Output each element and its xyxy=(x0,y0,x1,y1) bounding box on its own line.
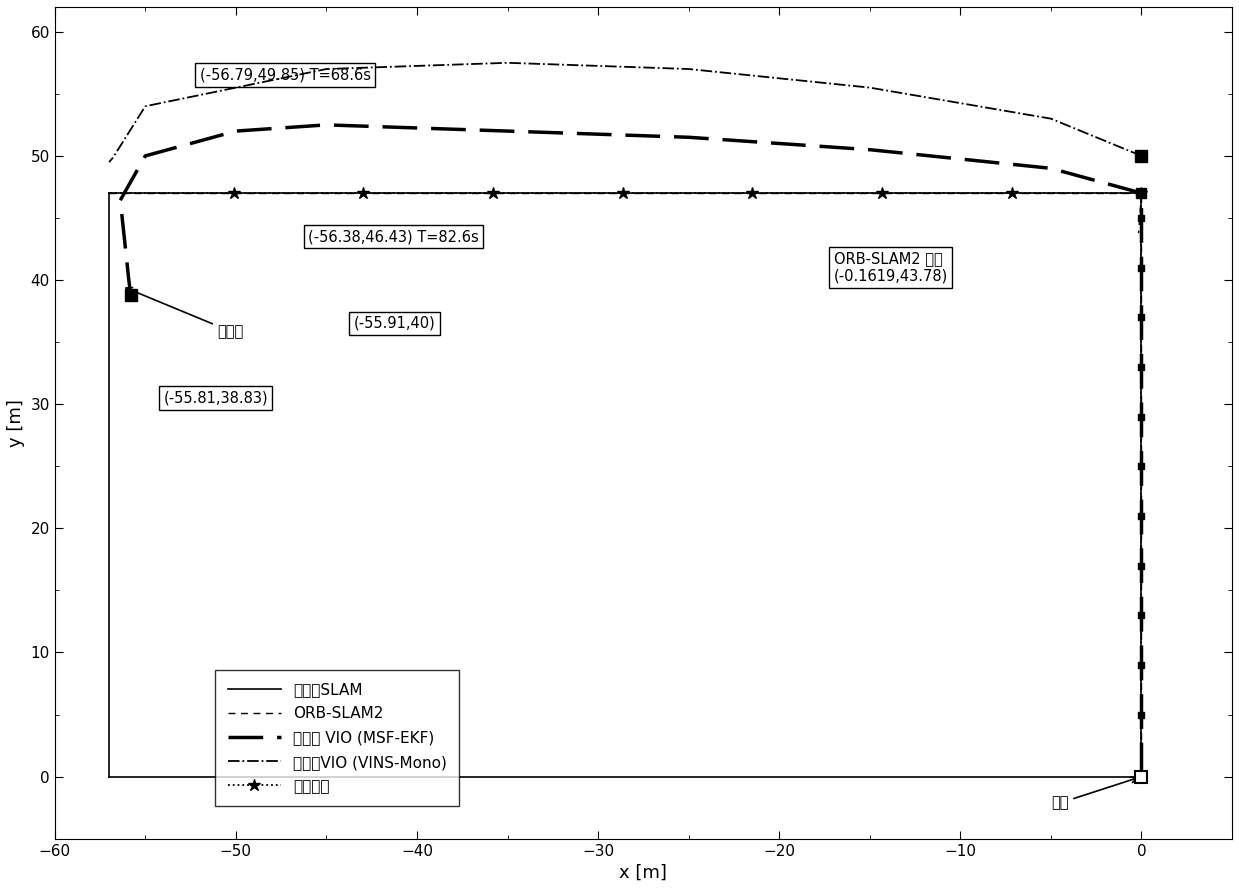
理想轨迹 xyxy=(1134,188,1149,198)
Legend: 本专利SLAM, ORB-SLAM2, 松组合 VIO (MSF-EKF), 紧组合VIO (VINS-Mono), 理想轨迹: 本专利SLAM, ORB-SLAM2, 松组合 VIO (MSF-EKF), 紧… xyxy=(216,670,460,806)
Text: (-56.79,49.85) T=68.6s: (-56.79,49.85) T=68.6s xyxy=(199,68,370,83)
松组合 VIO (MSF-EKF) xyxy=(1134,188,1149,198)
紧组合VIO (VINS-Mono) xyxy=(102,156,116,167)
松组合 VIO (MSF-EKF) xyxy=(318,119,333,130)
Text: (-56.38,46.43) T=82.6s: (-56.38,46.43) T=82.6s xyxy=(309,229,479,244)
理想轨迹 xyxy=(859,188,873,198)
松组合 VIO (MSF-EKF) xyxy=(228,125,243,136)
紧组合VIO (VINS-Mono) xyxy=(1134,150,1149,161)
松组合 VIO (MSF-EKF) xyxy=(1043,163,1058,173)
X-axis label: x [m]: x [m] xyxy=(620,864,668,882)
Text: (-55.81,38.83): (-55.81,38.83) xyxy=(164,390,268,405)
紧组合VIO (VINS-Mono) xyxy=(501,58,515,68)
松组合 VIO (MSF-EKF) xyxy=(501,125,515,136)
Line: 紧组合VIO (VINS-Mono): 紧组合VIO (VINS-Mono) xyxy=(109,63,1141,162)
理想轨迹 xyxy=(102,188,116,198)
Line: ORB-SLAM2: ORB-SLAM2 xyxy=(1139,193,1141,233)
Text: 终止点: 终止点 xyxy=(126,287,244,339)
理想轨迹 xyxy=(1093,188,1108,198)
理想轨迹 xyxy=(942,188,957,198)
紧组合VIO (VINS-Mono) xyxy=(681,64,696,75)
Line: 松组合 VIO (MSF-EKF): 松组合 VIO (MSF-EKF) xyxy=(120,124,1141,294)
ORB-SLAM2 xyxy=(1134,188,1149,198)
Text: 起点: 起点 xyxy=(1051,777,1137,811)
Text: ORB-SLAM2 丢失
(-0.1619,43.78): ORB-SLAM2 丢失 (-0.1619,43.78) xyxy=(834,252,948,284)
Y-axis label: y [m]: y [m] xyxy=(7,399,25,447)
紧组合VIO (VINS-Mono) xyxy=(138,101,152,112)
紧组合VIO (VINS-Mono) xyxy=(862,83,877,93)
松组合 VIO (MSF-EKF) xyxy=(123,289,138,300)
紧组合VIO (VINS-Mono) xyxy=(1043,113,1058,124)
Line: 理想轨迹: 理想轨迹 xyxy=(103,187,1147,199)
紧组合VIO (VINS-Mono) xyxy=(105,152,120,163)
松组合 VIO (MSF-EKF) xyxy=(121,275,136,285)
理想轨迹 xyxy=(190,188,204,198)
紧组合VIO (VINS-Mono) xyxy=(318,64,333,75)
理想轨迹 xyxy=(1072,188,1087,198)
松组合 VIO (MSF-EKF) xyxy=(862,144,877,155)
松组合 VIO (MSF-EKF) xyxy=(113,195,128,205)
ORB-SLAM2 xyxy=(1131,228,1146,238)
松组合 VIO (MSF-EKF) xyxy=(681,132,696,142)
Text: (-55.91,40): (-55.91,40) xyxy=(353,316,435,331)
理想轨迹 xyxy=(154,188,169,198)
松组合 VIO (MSF-EKF) xyxy=(138,150,152,161)
